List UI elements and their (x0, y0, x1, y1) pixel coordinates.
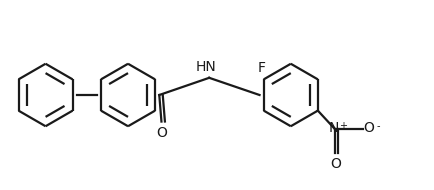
Text: N: N (329, 121, 339, 135)
Text: -: - (377, 121, 380, 131)
Text: O: O (156, 126, 167, 140)
Text: O: O (363, 121, 374, 135)
Text: HN: HN (195, 60, 216, 74)
Text: O: O (330, 157, 341, 171)
Text: +: + (339, 121, 347, 131)
Text: F: F (257, 61, 266, 75)
